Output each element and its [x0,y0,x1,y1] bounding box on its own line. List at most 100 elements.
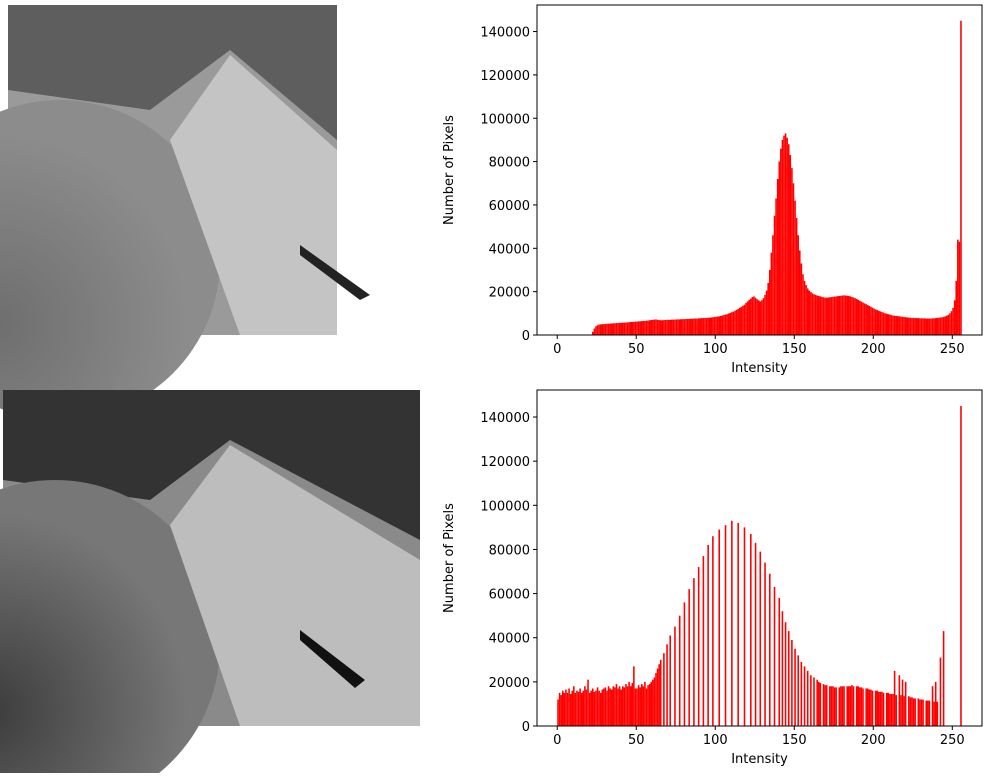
bar [619,686,621,726]
bar [711,317,713,335]
bar [703,318,705,335]
bar [944,316,946,335]
bar [584,686,586,726]
bar [696,319,698,335]
bar [668,320,670,335]
bar [652,680,654,726]
bar [744,305,746,335]
bar [843,686,845,726]
bar [733,312,735,335]
bar [760,552,762,726]
bar [590,691,592,726]
bar [873,309,875,335]
bar [753,296,755,335]
bar [620,323,622,335]
bar [611,324,613,335]
bar [943,631,945,726]
bar [695,319,697,335]
bar [905,682,907,726]
bar [606,691,608,726]
bar [908,696,910,726]
bar [677,319,679,335]
x-axis-label: Intensity [731,752,788,767]
bar [829,297,831,335]
figure: 0501001502002500200004000060000800001000… [0,0,984,773]
bar [903,317,905,335]
bar [853,686,855,726]
bar [625,322,627,335]
y-tick-label: 40000 [489,632,530,647]
bar [752,297,754,335]
bar [875,691,877,726]
x-tick-label: 100 [703,342,728,357]
bar [744,527,746,726]
bar [949,313,951,335]
bar [826,685,828,726]
bar [820,683,822,726]
bar [919,700,921,726]
bar [856,686,858,726]
bar [682,319,684,335]
bar [663,653,665,726]
y-tick-label: 60000 [489,588,530,603]
bar [891,315,893,335]
y-tick-label: 120000 [480,455,530,470]
bar [601,324,603,335]
bar [933,702,935,726]
bar [813,677,815,726]
bar [880,692,882,726]
bar [842,686,844,726]
bar [737,523,739,726]
bar [791,168,793,335]
y-tick-label: 140000 [480,411,530,426]
bar [801,662,803,726]
bar [889,315,891,335]
bar [902,317,904,335]
bar [568,688,570,726]
bar [731,312,733,335]
bar [764,563,766,726]
bar [865,304,867,335]
bar [766,291,768,335]
bar [627,686,629,726]
bar [723,315,725,335]
bar [948,315,950,335]
bar [864,303,866,335]
bar [785,622,787,726]
bar [867,305,869,335]
bar [741,307,743,335]
bar [620,690,622,726]
bar [876,691,878,726]
bar [936,702,938,726]
bar [684,319,686,335]
bar [957,240,959,335]
bar [895,316,897,335]
bar [647,685,649,726]
bar [731,521,733,726]
bar [660,660,662,726]
bar [562,691,564,726]
bar [690,319,692,335]
bar [870,307,872,335]
bar [603,324,605,335]
bar [891,694,893,726]
bar [609,324,611,335]
bar [960,406,962,726]
bar [782,611,784,726]
bar [643,686,645,726]
bar [845,296,847,335]
bar [665,320,667,335]
y-tick-label: 60000 [489,199,530,214]
bar [692,319,694,335]
bar [875,309,877,335]
bar [673,320,675,335]
bar [935,682,937,726]
y-tick-label: 120000 [480,69,530,84]
bar [933,318,935,335]
bar [794,201,796,335]
bar [840,296,842,335]
bar [598,691,600,726]
bar [886,693,888,726]
bar [832,686,834,726]
bar [654,320,656,335]
